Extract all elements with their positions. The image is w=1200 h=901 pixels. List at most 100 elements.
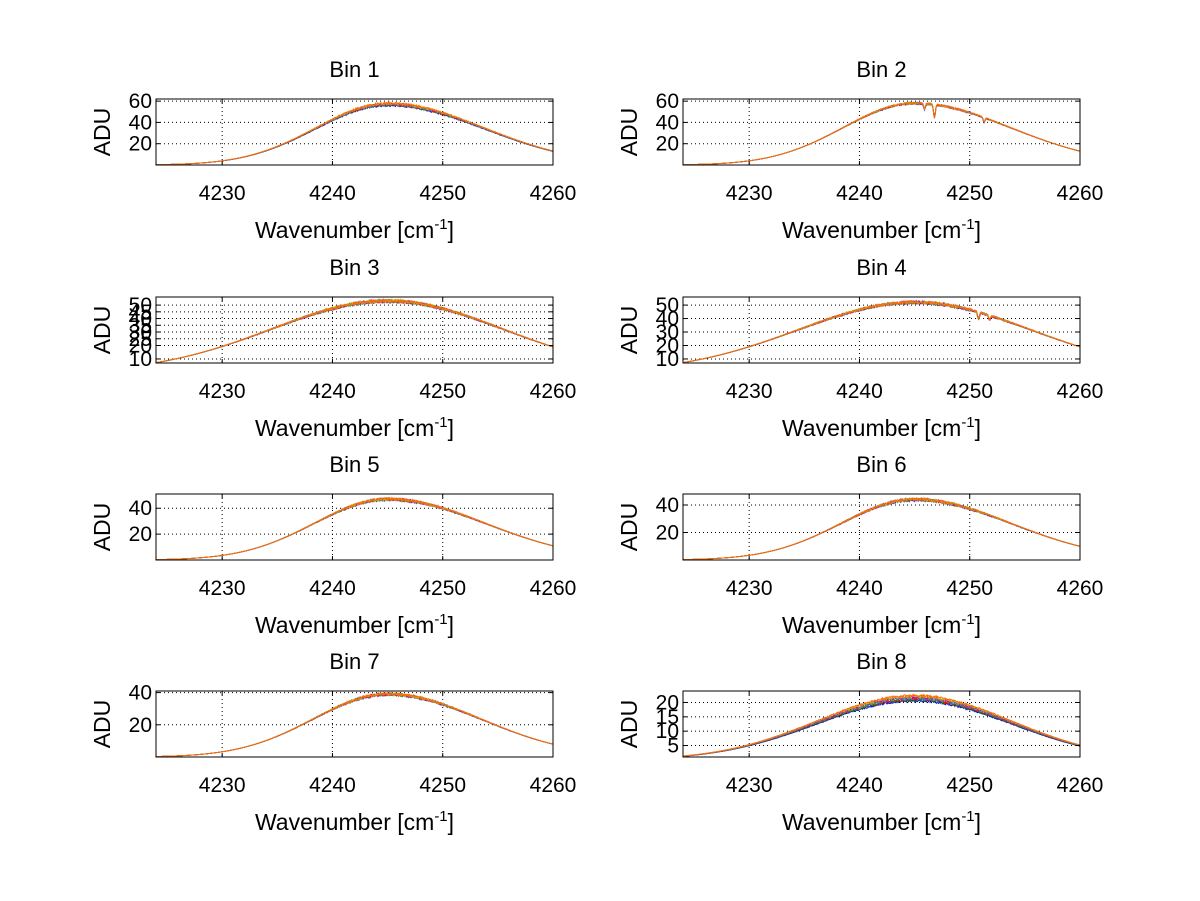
spectrum-trace: [155, 496, 554, 561]
x-tick-label: 4240: [309, 774, 356, 797]
spectrum-trace: [682, 300, 1081, 364]
x-tick-label: 4260: [530, 182, 577, 205]
x-axis-label-text: Wavenumber [cm: [255, 217, 434, 243]
y-tick-label: 10: [656, 720, 679, 743]
spectrum-trace: [155, 298, 554, 364]
spectrum-trace: [156, 100, 554, 166]
spectrum-trace: [155, 298, 554, 364]
x-tick-label: 4260: [530, 577, 577, 600]
spectrum-trace: [682, 496, 1081, 561]
y-axis-label: ADU: [89, 700, 115, 749]
spectrum-trace: [155, 297, 554, 364]
spectrum-trace: [156, 102, 554, 166]
spectrum-traces: [155, 496, 554, 561]
y-tick-label: 10: [129, 348, 152, 371]
x-axis-label-exponent: -1: [434, 808, 447, 825]
y-tick-label: 40: [129, 682, 152, 705]
axes-box: [682, 493, 1081, 561]
x-tick-label: 4240: [309, 577, 356, 600]
x-axis-label-text: Wavenumber [cm: [782, 217, 961, 243]
spectrum-trace: [155, 497, 554, 561]
axes-box: [155, 493, 554, 561]
x-tick-label: 4230: [199, 774, 246, 797]
x-axis-label-exponent: -1: [434, 216, 447, 233]
spectrum-trace: [682, 497, 1081, 561]
spectrum-trace: [155, 298, 554, 364]
x-axis-label-close: ]: [448, 809, 454, 835]
x-axis-label-exponent: -1: [961, 414, 974, 431]
x-axis-label-close: ]: [448, 415, 454, 441]
x-axis-label-text: Wavenumber [cm: [782, 415, 961, 441]
x-tick-label: 4240: [836, 577, 883, 600]
spectrum-trace: [155, 691, 554, 757]
x-tick-label: 4260: [1057, 577, 1104, 600]
y-tick-label: 20: [129, 523, 152, 546]
spectrum-trace: [155, 102, 554, 166]
spectrum-trace: [682, 299, 1081, 364]
x-tick-label: 4230: [199, 380, 246, 403]
spectrum-trace: [682, 101, 1081, 166]
x-axis-label-text: Wavenumber [cm: [255, 612, 434, 638]
y-tick-label: 40: [656, 494, 679, 517]
spectrum-trace: [682, 101, 1081, 166]
y-tick-label: 40: [656, 308, 679, 331]
x-tick-label: 4250: [419, 774, 466, 797]
x-axis-label-exponent: -1: [434, 414, 447, 431]
y-tick-label: 45: [129, 301, 152, 324]
x-axis-label-exponent: -1: [961, 216, 974, 233]
x-axis-label-text: Wavenumber [cm: [782, 612, 961, 638]
spectrum-trace: [155, 497, 554, 561]
x-axis-label-close: ]: [975, 809, 981, 835]
subplot-title: Bin 7: [329, 649, 379, 674]
spectrum-trace: [682, 299, 1081, 364]
spectrum-traces: [155, 691, 554, 757]
y-tick-label: 20: [129, 714, 152, 737]
x-axis-label-close: ]: [448, 612, 454, 638]
spectrum-traces: [155, 297, 554, 364]
spectrum-traces: [682, 693, 1081, 757]
y-tick-label: 20: [656, 334, 679, 357]
subplot-title: Bin 6: [856, 452, 906, 477]
y-tick-label: 35: [129, 314, 152, 337]
axes-box: [682, 296, 1081, 364]
x-axis-label: Wavenumber [cm-1]: [255, 611, 454, 638]
x-tick-label: 4230: [726, 380, 773, 403]
y-tick-label: 20: [656, 522, 679, 545]
y-tick-label: 20: [656, 691, 679, 714]
spectrum-trace: [155, 103, 554, 166]
spectrum-trace: [682, 300, 1081, 364]
spectrum-trace: [155, 692, 554, 757]
x-tick-label: 4230: [726, 182, 773, 205]
x-tick-label: 4240: [836, 380, 883, 403]
x-axis-label: Wavenumber [cm-1]: [782, 216, 981, 243]
spectrum-trace: [155, 497, 554, 561]
x-tick-label: 4260: [1057, 380, 1104, 403]
subplot-title: Bin 2: [856, 57, 906, 82]
x-axis-label-exponent: -1: [434, 611, 447, 628]
spectrum-trace: [155, 298, 554, 363]
spectrum-trace: [682, 101, 1081, 166]
x-tick-label: 4240: [309, 380, 356, 403]
x-axis-label: Wavenumber [cm-1]: [255, 808, 454, 835]
x-axis-label: Wavenumber [cm-1]: [782, 808, 981, 835]
y-axis-label: ADU: [89, 108, 115, 157]
x-tick-label: 4230: [199, 577, 246, 600]
y-tick-label: 5: [667, 735, 679, 758]
y-tick-label: 30: [656, 321, 679, 344]
y-axis-label: ADU: [89, 306, 115, 355]
x-tick-label: 4260: [530, 774, 577, 797]
spectrum-trace: [155, 497, 554, 561]
axes-box: [155, 296, 554, 364]
spectrum-traces: [682, 299, 1081, 364]
y-tick-label: 15: [656, 706, 679, 729]
x-axis-label-close: ]: [448, 217, 454, 243]
x-tick-label: 4250: [946, 182, 993, 205]
spectrum-trace: [155, 102, 554, 166]
x-tick-label: 4250: [419, 182, 466, 205]
spectrum-trace: [682, 101, 1081, 166]
y-tick-label: 20: [656, 133, 679, 156]
